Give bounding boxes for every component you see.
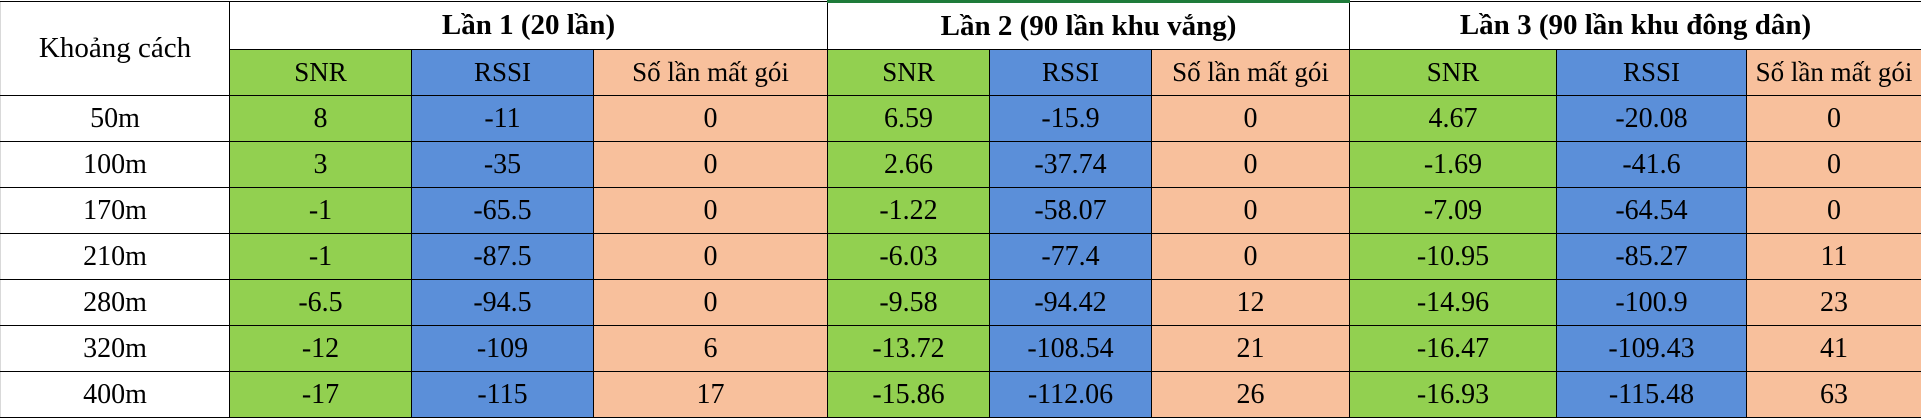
- table-row: 280m -6.5 -94.5 0 -9.58 -94.42 12 -14.96…: [1, 280, 1921, 326]
- subheader-rssi[interactable]: RSSI: [990, 50, 1152, 96]
- packet-loss-cell[interactable]: 0: [594, 96, 828, 142]
- table-row: 320m -12 -109 6 -13.72 -108.54 21 -16.47…: [1, 326, 1921, 372]
- snr-cell[interactable]: 8: [230, 96, 412, 142]
- packet-loss-cell[interactable]: 12: [1152, 280, 1350, 326]
- packet-loss-cell[interactable]: 0: [1152, 188, 1350, 234]
- rssi-cell[interactable]: -112.06: [990, 372, 1152, 418]
- distance-cell[interactable]: 280m: [1, 280, 230, 326]
- rssi-cell[interactable]: -58.07: [990, 188, 1152, 234]
- subheader-packet-loss[interactable]: Số lần mất gói: [1747, 50, 1921, 96]
- subheader-packet-loss[interactable]: Số lần mất gói: [594, 50, 828, 96]
- snr-cell[interactable]: -1.22: [828, 188, 990, 234]
- table-row: 170m -1 -65.5 0 -1.22 -58.07 0 -7.09 -64…: [1, 188, 1921, 234]
- table-row: 210m -1 -87.5 0 -6.03 -77.4 0 -10.95 -85…: [1, 234, 1921, 280]
- packet-loss-cell[interactable]: 0: [1747, 188, 1921, 234]
- subheader-snr[interactable]: SNR: [828, 50, 990, 96]
- rssi-cell[interactable]: -41.6: [1557, 142, 1747, 188]
- rssi-cell[interactable]: -35: [412, 142, 594, 188]
- snr-cell[interactable]: -1: [230, 188, 412, 234]
- group-header-run-2[interactable]: Lần 2 (90 lần khu vắng): [828, 2, 1350, 50]
- distance-cell[interactable]: 210m: [1, 234, 230, 280]
- snr-cell[interactable]: -12: [230, 326, 412, 372]
- snr-cell[interactable]: -6.03: [828, 234, 990, 280]
- snr-cell[interactable]: -6.5: [230, 280, 412, 326]
- snr-cell[interactable]: -13.72: [828, 326, 990, 372]
- snr-cell[interactable]: 3: [230, 142, 412, 188]
- subheader-snr[interactable]: SNR: [230, 50, 412, 96]
- packet-loss-cell[interactable]: 0: [594, 142, 828, 188]
- group-header-run-1[interactable]: Lần 1 (20 lần): [230, 2, 828, 50]
- table-row: 400m -17 -115 17 -15.86 -112.06 26 -16.9…: [1, 372, 1921, 418]
- snr-cell[interactable]: -17: [230, 372, 412, 418]
- rssi-cell[interactable]: -65.5: [412, 188, 594, 234]
- packet-loss-cell[interactable]: 11: [1747, 234, 1921, 280]
- snr-cell[interactable]: -1.69: [1350, 142, 1557, 188]
- rssi-cell[interactable]: -87.5: [412, 234, 594, 280]
- rssi-cell[interactable]: -64.54: [1557, 188, 1747, 234]
- rssi-cell[interactable]: -15.9: [990, 96, 1152, 142]
- packet-loss-cell[interactable]: 0: [594, 234, 828, 280]
- packet-loss-cell[interactable]: 0: [594, 188, 828, 234]
- rssi-cell[interactable]: -115: [412, 372, 594, 418]
- packet-loss-cell[interactable]: 0: [1747, 96, 1921, 142]
- rssi-cell[interactable]: -109: [412, 326, 594, 372]
- subheader-snr[interactable]: SNR: [1350, 50, 1557, 96]
- rssi-cell[interactable]: -85.27: [1557, 234, 1747, 280]
- snr-cell[interactable]: -9.58: [828, 280, 990, 326]
- snr-cell[interactable]: 6.59: [828, 96, 990, 142]
- packet-loss-cell[interactable]: 0: [1152, 96, 1350, 142]
- snr-cell[interactable]: -7.09: [1350, 188, 1557, 234]
- rssi-cell[interactable]: -94.5: [412, 280, 594, 326]
- packet-loss-cell[interactable]: 17: [594, 372, 828, 418]
- packet-loss-cell[interactable]: 0: [1747, 142, 1921, 188]
- distance-cell[interactable]: 400m: [1, 372, 230, 418]
- rssi-cell[interactable]: -20.08: [1557, 96, 1747, 142]
- packet-loss-cell[interactable]: 63: [1747, 372, 1921, 418]
- rssi-cell[interactable]: -77.4: [990, 234, 1152, 280]
- packet-loss-cell[interactable]: 0: [594, 280, 828, 326]
- packet-loss-cell[interactable]: 41: [1747, 326, 1921, 372]
- snr-cell[interactable]: 4.67: [1350, 96, 1557, 142]
- snr-cell[interactable]: 2.66: [828, 142, 990, 188]
- packet-loss-cell[interactable]: 6: [594, 326, 828, 372]
- table-row: 50m 8 -11 0 6.59 -15.9 0 4.67 -20.08 0: [1, 96, 1921, 142]
- subheader-packet-loss[interactable]: Số lần mất gói: [1152, 50, 1350, 96]
- packet-loss-cell[interactable]: 0: [1152, 142, 1350, 188]
- rssi-cell[interactable]: -108.54: [990, 326, 1152, 372]
- snr-cell[interactable]: -14.96: [1350, 280, 1557, 326]
- rssi-cell[interactable]: -109.43: [1557, 326, 1747, 372]
- packet-loss-cell[interactable]: 0: [1152, 234, 1350, 280]
- packet-loss-cell[interactable]: 23: [1747, 280, 1921, 326]
- snr-cell[interactable]: -16.93: [1350, 372, 1557, 418]
- rssi-cell[interactable]: -115.48: [1557, 372, 1747, 418]
- distance-cell[interactable]: 100m: [1, 142, 230, 188]
- packet-loss-cell[interactable]: 21: [1152, 326, 1350, 372]
- rssi-cell[interactable]: -11: [412, 96, 594, 142]
- rssi-cell[interactable]: -94.42: [990, 280, 1152, 326]
- distance-cell[interactable]: 50m: [1, 96, 230, 142]
- distance-header[interactable]: Khoảng cách: [1, 2, 230, 96]
- spreadsheet: Khoảng cách Lần 1 (20 lần) Lần 2 (90 lần…: [0, 0, 1921, 406]
- snr-cell[interactable]: -15.86: [828, 372, 990, 418]
- rssi-cell[interactable]: -37.74: [990, 142, 1152, 188]
- snr-cell[interactable]: -1: [230, 234, 412, 280]
- rssi-cell[interactable]: -100.9: [1557, 280, 1747, 326]
- subheader-rssi[interactable]: RSSI: [1557, 50, 1747, 96]
- group-header-run-3[interactable]: Lần 3 (90 lần khu đông dân): [1350, 2, 1921, 50]
- distance-cell[interactable]: 320m: [1, 326, 230, 372]
- distance-cell[interactable]: 170m: [1, 188, 230, 234]
- packet-loss-cell[interactable]: 26: [1152, 372, 1350, 418]
- subheader-rssi[interactable]: RSSI: [412, 50, 594, 96]
- snr-cell[interactable]: -16.47: [1350, 326, 1557, 372]
- table-row: 100m 3 -35 0 2.66 -37.74 0 -1.69 -41.6 0: [1, 142, 1921, 188]
- snr-cell[interactable]: -10.95: [1350, 234, 1557, 280]
